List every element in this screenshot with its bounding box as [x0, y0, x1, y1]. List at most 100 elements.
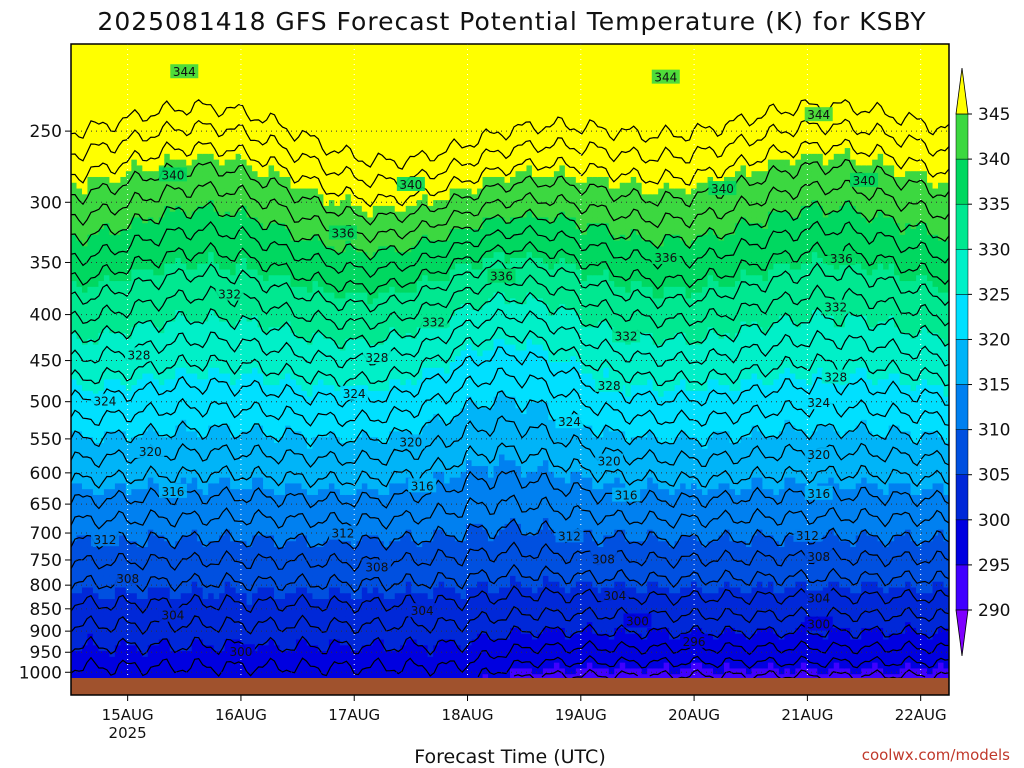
contour-fill-cell — [235, 385, 242, 392]
contour-fill-cell — [219, 44, 226, 51]
contour-fill-cell — [312, 176, 319, 184]
contour-fill-cell — [197, 159, 204, 167]
contour-fill-cell — [114, 373, 121, 380]
contour-fill-cell — [103, 263, 111, 271]
contour-fill-cell — [114, 627, 121, 635]
contour-fill-cell — [219, 610, 226, 617]
contour-fill-cell — [147, 49, 154, 57]
contour-fill-cell — [191, 130, 198, 138]
contour-fill-cell — [246, 263, 253, 271]
contour-fill-cell — [131, 338, 138, 346]
contour-fill-cell — [131, 257, 138, 265]
contour-fill-cell — [147, 587, 154, 594]
contour-fill-cell — [92, 338, 100, 346]
contour-fill-cell — [257, 367, 264, 375]
contour-fill-cell — [317, 119, 325, 126]
contour-fill-cell — [241, 564, 248, 571]
contour-fill-cell — [164, 362, 171, 369]
contour-fill-cell — [202, 570, 209, 577]
contour-fill-cell — [153, 44, 160, 51]
contour-fill-cell — [164, 338, 171, 346]
contour-fill-cell — [274, 159, 281, 167]
contour-fill-cell — [274, 483, 281, 490]
contour-fill-cell — [191, 194, 198, 201]
contour-fill-cell — [87, 55, 94, 62]
contour-fill-cell — [114, 78, 121, 86]
contour-fill-cell — [317, 55, 325, 62]
contour-fill-cell — [202, 587, 209, 594]
contour-fill-cell — [197, 385, 204, 392]
contour-fill-cell — [290, 373, 297, 380]
contour-fill-cell — [114, 414, 121, 421]
contour-fill-cell — [263, 130, 270, 138]
contour-fill-cell — [131, 205, 138, 213]
contour-fill-cell — [114, 257, 121, 265]
contour-fill-cell — [263, 379, 270, 386]
contour-fill-cell — [252, 211, 259, 219]
contour-fill-cell — [279, 558, 286, 565]
contour-fill-cell — [208, 558, 215, 565]
contour-fill-cell — [109, 483, 116, 490]
contour-fill-cell — [153, 471, 160, 479]
contour-fill-cell — [208, 72, 215, 80]
contour-fill-cell — [208, 454, 215, 461]
contour-fill-cell — [147, 460, 154, 467]
contour-fill-cell — [312, 49, 319, 57]
contour-fill-cell — [301, 205, 308, 213]
contour-fill-cell — [197, 292, 204, 299]
contour-fill-cell — [109, 182, 116, 190]
contour-fill-cell — [186, 396, 193, 404]
contour-fill-cell — [274, 448, 281, 456]
contour-fill-cell — [301, 96, 308, 103]
contour-fill-cell — [125, 512, 132, 519]
contour-fill-cell — [114, 466, 121, 473]
contour-fill-cell — [197, 402, 204, 409]
contour-fill-cell — [103, 107, 111, 114]
contour-fill-cell — [285, 113, 292, 120]
contour-fill-cell — [180, 547, 187, 554]
contour-fill-cell — [241, 119, 248, 126]
contour-fill-cell — [224, 159, 231, 167]
contour-fill-cell — [175, 362, 182, 369]
contour-fill-cell — [252, 518, 259, 525]
contour-fill-cell — [235, 153, 242, 161]
contour-fill-cell — [186, 506, 193, 513]
contour-fill-cell — [279, 512, 286, 519]
contour-fill-cell — [136, 130, 143, 138]
contour-fill-cell — [76, 639, 83, 646]
contour-fill-cell — [136, 269, 143, 276]
contour-fill-cell — [191, 55, 198, 62]
contour-fill-cell — [235, 460, 242, 467]
contour-fill-cell — [230, 362, 237, 369]
contour-fill-cell — [142, 656, 149, 664]
contour-fill-cell — [279, 350, 286, 357]
contour-fill-cell — [191, 217, 198, 224]
contour-fill-cell — [246, 599, 253, 606]
contour-fill-cell — [175, 281, 182, 288]
contour-fill-cell — [202, 437, 209, 444]
contour-fill-cell — [279, 633, 286, 641]
contour-fill-cell — [230, 552, 237, 560]
contour-fill-cell — [241, 269, 248, 276]
contour-fill-cell — [197, 234, 204, 242]
contour-fill-cell — [224, 639, 231, 646]
contour-fill-cell — [312, 252, 319, 259]
contour-fill-cell — [235, 396, 242, 404]
contour-fill-cell — [164, 327, 171, 334]
contour-fill-cell — [131, 67, 138, 74]
contour-fill-cell — [175, 379, 182, 386]
contour-fill-cell — [164, 442, 171, 450]
contour-fill-cell — [230, 130, 237, 138]
contour-fill-cell — [295, 292, 303, 299]
contour-fill-cell — [191, 229, 198, 236]
contour-fill-cell — [169, 587, 176, 594]
contour-fill-cell — [87, 390, 94, 398]
contour-fill-cell — [285, 194, 292, 201]
contour-fill-cell — [213, 656, 220, 664]
contour-fill-cell — [114, 385, 121, 392]
contour-fill-cell — [219, 651, 226, 658]
contour-fill-cell — [246, 385, 253, 392]
contour-fill-cell — [109, 466, 116, 473]
contour-fill-cell — [295, 113, 303, 120]
contour-fill-cell — [169, 96, 176, 103]
